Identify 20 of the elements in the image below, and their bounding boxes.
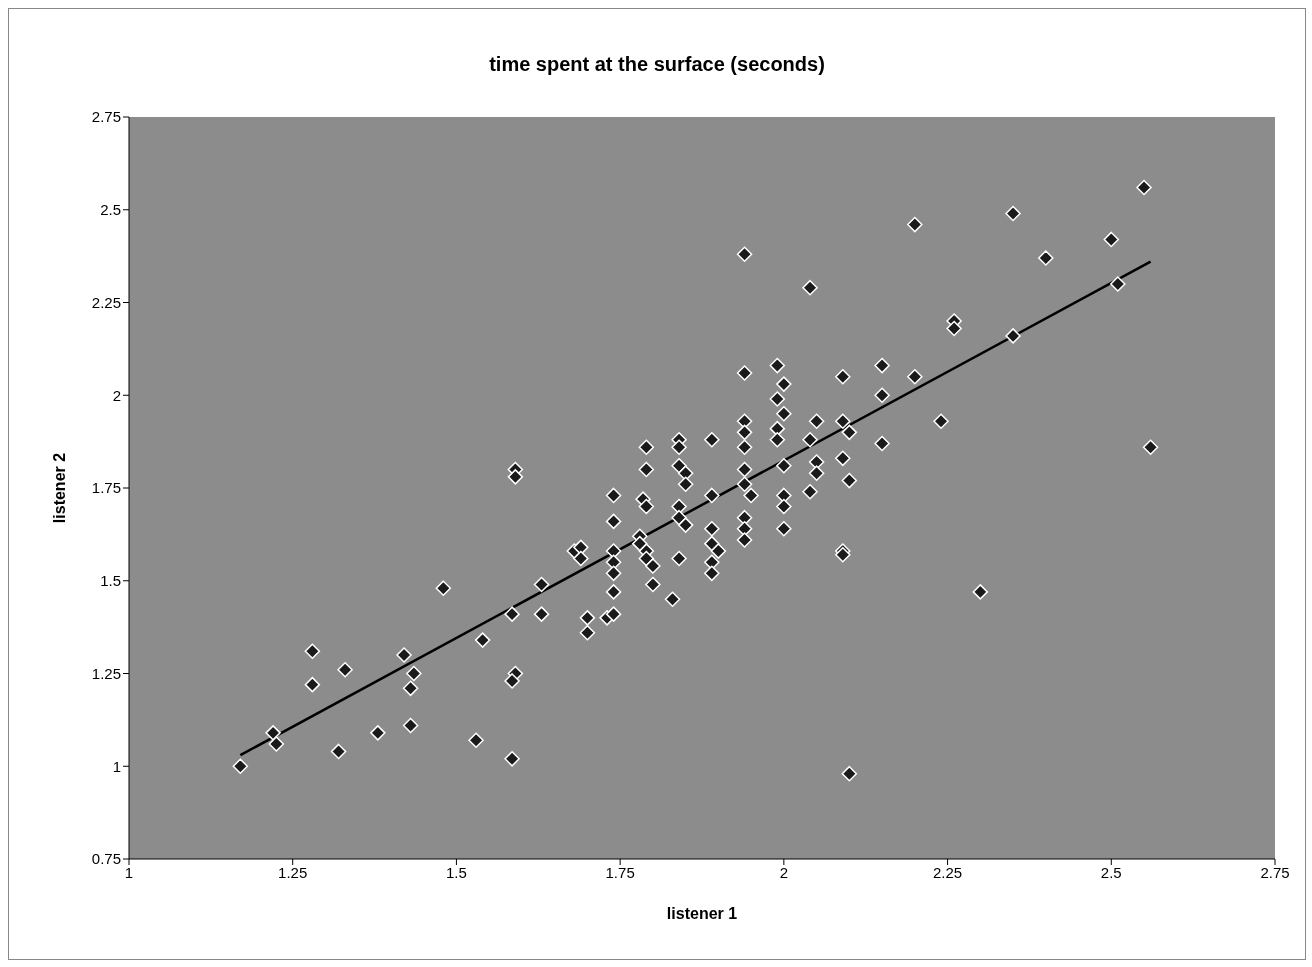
x-axis-title: listener 1 xyxy=(666,905,738,922)
y-tick-label: 1 xyxy=(112,757,121,775)
y-tick-label: 2.75 xyxy=(91,108,121,126)
y-tick-label: 2.25 xyxy=(91,293,121,311)
chart-title: time spent at the surface (seconds) xyxy=(488,53,826,76)
x-tick-label: 1.5 xyxy=(446,863,467,881)
x-tick-label: 1 xyxy=(124,863,134,881)
y-tick-label: 1.75 xyxy=(91,479,121,497)
x-tick-label: 2 xyxy=(779,863,789,881)
y-tick-label: 2 xyxy=(112,386,121,404)
y-tick-label: 2.5 xyxy=(100,201,121,219)
x-tick-label: 2.5 xyxy=(1100,863,1122,881)
x-tick-label: 2.25 xyxy=(932,863,963,881)
y-tick-label: 1.5 xyxy=(100,572,121,590)
x-tick-label: 1.75 xyxy=(605,863,635,881)
x-tick-label: 1.25 xyxy=(278,863,308,881)
x-tick-label: 2.75 xyxy=(1260,863,1290,881)
y-axis-title: listener 2 xyxy=(50,452,68,524)
y-tick-label: 1.25 xyxy=(91,664,121,682)
y-tick-label: 0.75 xyxy=(91,850,121,868)
